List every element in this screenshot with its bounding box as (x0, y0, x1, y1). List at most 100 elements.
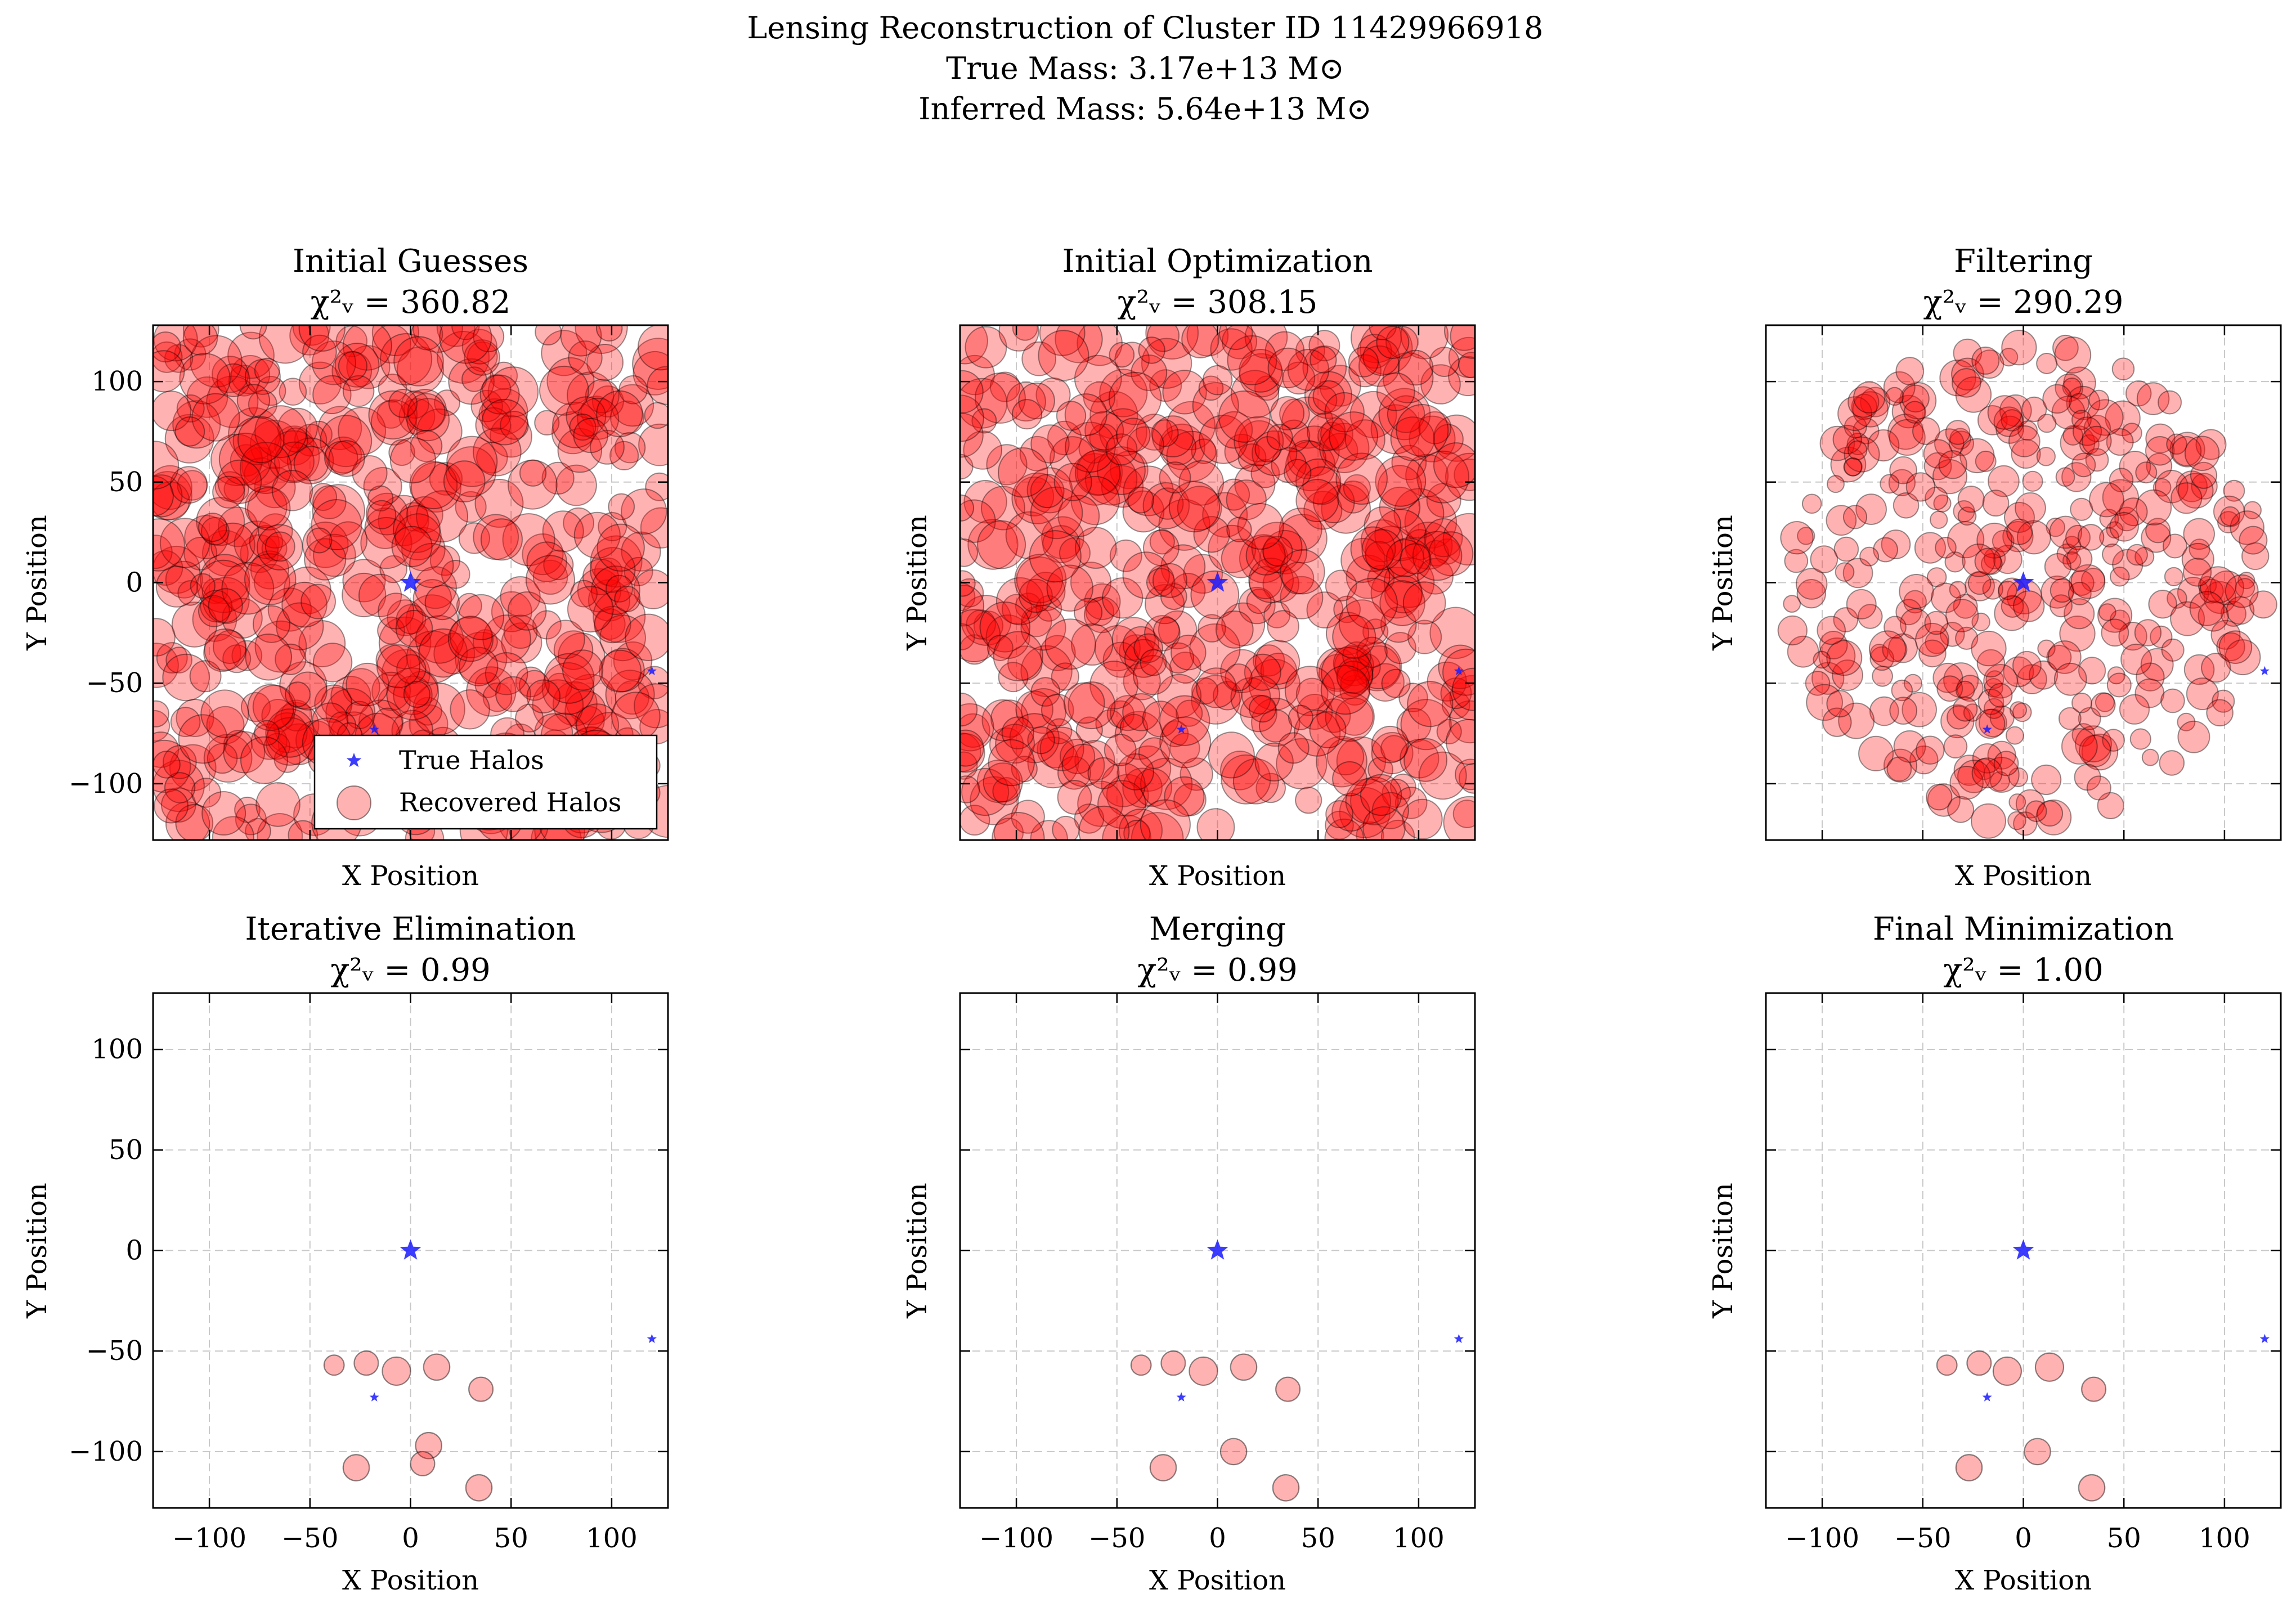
recovered-halo-marker (1011, 800, 1045, 834)
recovered-halo-marker (1993, 751, 2019, 776)
recovered-halo-marker (1215, 610, 1254, 649)
recovered-halo-marker (1777, 615, 1808, 646)
recovered-halo-marker (1843, 457, 1863, 477)
recovered-halo-marker (2071, 723, 2096, 747)
recovered-halo-marker (1984, 678, 2003, 698)
recovered-halo-marker (2087, 399, 2124, 436)
recovered-halo-marker (230, 444, 263, 477)
recovered-halo-marker (1189, 1356, 1218, 1386)
recovered-halo-marker (1026, 467, 1073, 514)
recovered-halo-marker (1980, 553, 2003, 575)
x-tick-label: 50 (494, 1523, 528, 1554)
recovered-halo-marker (1140, 757, 1193, 810)
recovered-halo-marker (960, 378, 1008, 429)
recovered-halo-marker (360, 517, 412, 569)
x-tick-label: −50 (1894, 1523, 1951, 1554)
recovered-halo-marker (1832, 424, 1862, 455)
recovered-halo-marker (381, 649, 430, 698)
recovered-halo-marker (1801, 493, 1822, 514)
recovered-halo-marker (543, 549, 574, 581)
recovered-halo-marker (1817, 616, 1846, 645)
recovered-halo-marker (1872, 665, 1894, 687)
recovered-halo-marker (461, 366, 487, 392)
recovered-halo-marker (2049, 515, 2083, 549)
recovered-halo-marker (1455, 758, 1475, 791)
recovered-halo-marker (1159, 423, 1206, 470)
recovered-halo-marker (965, 326, 1007, 369)
recovered-halo-marker (577, 568, 622, 613)
recovered-halo-marker (2072, 416, 2102, 446)
recovered-halo-marker (413, 697, 442, 726)
figure-title: Lensing Reconstruction of Cluster ID 114… (747, 10, 1544, 127)
recovered-halo-marker (539, 365, 589, 416)
recovered-halo-marker (2145, 423, 2176, 453)
recovered-halo-marker (176, 394, 205, 423)
recovered-halo-marker (1250, 459, 1280, 488)
recovered-halo-marker (606, 574, 634, 603)
recovered-halo-marker (2056, 543, 2078, 565)
recovered-halo-marker (2066, 385, 2101, 420)
recovered-halo-marker (1880, 474, 1900, 494)
recovered-halo-marker (325, 436, 362, 474)
true-halo-marker (1982, 1392, 1992, 1402)
recovered-halo-marker (1893, 492, 1920, 519)
recovered-halo-marker (1967, 571, 1992, 595)
recovered-halo-marker (317, 406, 362, 451)
recovered-halo-marker (2112, 549, 2143, 581)
recovered-halo-marker (1166, 401, 1216, 451)
recovered-halo-marker (2217, 511, 2240, 534)
recovered-halo-marker (153, 710, 171, 742)
recovered-halo-marker (1267, 347, 1308, 389)
recovered-halo-marker (382, 1356, 411, 1386)
recovered-halo-marker (1114, 711, 1164, 760)
recovered-halo-marker (169, 744, 217, 792)
recovered-halo-marker (1404, 522, 1453, 570)
recovered-halo-marker (541, 461, 575, 495)
recovered-halo-marker (1041, 516, 1084, 560)
recovered-halo-marker (264, 531, 295, 562)
recovered-halo-marker (244, 486, 288, 528)
recovered-halo-marker (1887, 414, 1924, 450)
recovered-halo-marker (312, 484, 366, 537)
recovered-halo-marker (621, 488, 667, 535)
recovered-halo-marker (2209, 570, 2245, 605)
recovered-halo-marker (393, 505, 441, 553)
recovered-halo-marker (1350, 776, 1399, 825)
recovered-halo-marker (1972, 743, 2003, 774)
recovered-halo-marker (1006, 381, 1046, 422)
recovered-halo-marker (551, 411, 595, 455)
recovered-halo-marker (2212, 689, 2235, 713)
x-tick-label: 100 (586, 1523, 638, 1554)
recovered-halo-marker (1248, 658, 1301, 711)
recovered-halo-marker (2024, 1438, 2051, 1466)
recovered-halo-marker (1144, 615, 1181, 652)
recovered-halo-marker (1784, 549, 1809, 573)
recovered-halos (1936, 1350, 2107, 1502)
recovered-halo-marker (1202, 365, 1233, 396)
recovered-halo-marker (1955, 680, 1975, 701)
recovered-halo-marker (386, 667, 440, 721)
recovered-halo-marker (250, 723, 288, 760)
recovered-halo-marker (1193, 516, 1230, 553)
recovered-halo-marker (1147, 325, 1180, 352)
recovered-halo-marker (979, 601, 1031, 653)
legend-entry-label: Recovered Halos (399, 787, 621, 818)
recovered-halo-marker (302, 334, 337, 370)
recovered-halo-marker (342, 375, 375, 407)
recovered-halo-marker (1867, 429, 1900, 462)
recovered-halo-marker (1378, 388, 1431, 441)
recovered-halo-marker (201, 578, 228, 604)
recovered-halo-marker (2017, 420, 2038, 441)
recovered-halo-marker (1902, 692, 1937, 728)
subplot-chi2: χ²ᵥ = 0.99 (1137, 952, 1297, 989)
recovered-halo-marker (1370, 567, 1423, 619)
recovered-halo-marker (1382, 779, 1411, 808)
recovered-halo-marker (2148, 590, 2177, 619)
recovered-halo-marker (2191, 473, 2218, 500)
recovered-halo-marker (1189, 623, 1241, 675)
recovered-halo-marker (1452, 667, 1475, 711)
recovered-halo-marker (963, 480, 1007, 524)
recovered-halo-marker (1385, 537, 1432, 583)
recovered-halo-marker (1356, 636, 1388, 668)
recovered-halo-marker (960, 585, 985, 627)
